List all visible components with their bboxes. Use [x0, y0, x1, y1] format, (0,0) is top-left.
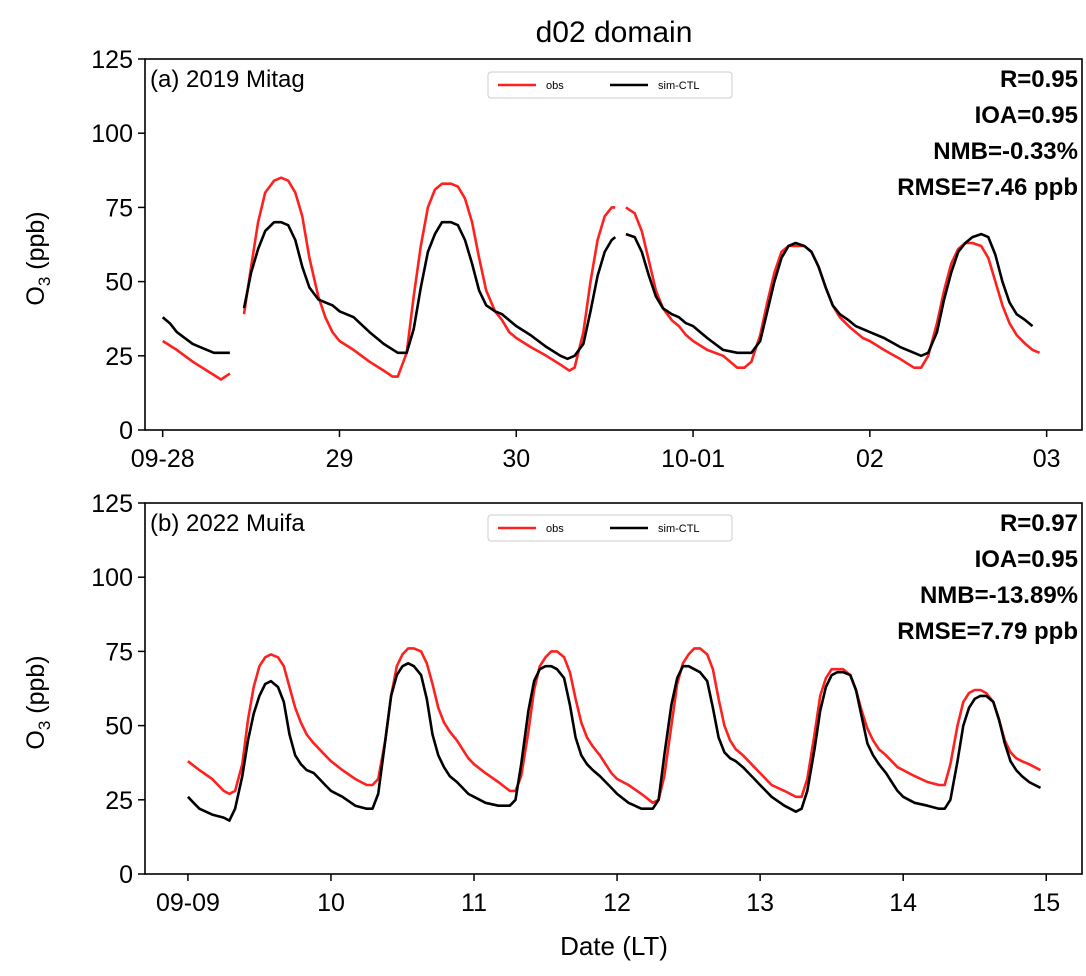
panel-a-xtick-label: 03	[1033, 445, 1061, 473]
panel-a-xtick-label: 09-28	[131, 445, 195, 473]
panel-a-series-sim-ctl-line	[625, 232, 1034, 358]
panel-a-ylabel-rest: (ppb)	[22, 211, 50, 276]
panel-b-ytick-label: 25	[105, 787, 133, 815]
panel-b-xtick-label: 10	[317, 889, 345, 917]
panel-b-xtick-label: 12	[603, 889, 631, 917]
panel-b-series-obs-line	[187, 647, 1042, 805]
panel-a-series-obs-line	[625, 206, 1041, 369]
panel-b-stat: NMB=-13.89%	[920, 582, 1078, 609]
panel-a-stat: RMSE=7.46 ppb	[897, 174, 1078, 201]
panel-a-legend-label-sim-ctl: sim-CTL	[658, 80, 700, 92]
panel-a-xtick-label: 29	[326, 445, 354, 473]
panel-b-stat: RMSE=7.79 ppb	[897, 618, 1078, 645]
panel-a-legend-label-obs: obs	[546, 80, 564, 92]
panel-a-ylabel-sub: 3	[35, 277, 54, 286]
panel-b-legend-label-sim-ctl: sim-CTL	[658, 523, 700, 535]
x-axis-label: Date (LT)	[560, 931, 668, 961]
panel-a-series-obs-line	[162, 339, 231, 381]
panel-a-xtick-label: 10-01	[661, 445, 725, 473]
panel-a-ytick-label: 100	[91, 120, 133, 148]
panel-a-stat: R=0.95	[1000, 66, 1078, 93]
panel-b-xtick-label: 11	[461, 889, 487, 917]
panel-a-series-sim-ctl-line	[242, 220, 617, 361]
panel-a-series-obs-line	[242, 176, 616, 378]
panel-b-stat: R=0.97	[1000, 510, 1078, 537]
panel-b-axes-frame	[144, 502, 1083, 875]
panel-a-ytick-label: 25	[105, 343, 133, 371]
panel-b: 0 25 50 75 100 125 09-09 10 11 12 13 14 15 O3 (ppb) (b…	[22, 490, 1083, 917]
panel-b-ytick-label: 0	[119, 861, 133, 889]
figure-title: d02 domain	[536, 16, 693, 49]
panel-a-ytick-label: 0	[119, 417, 133, 445]
panel-b-ytick-label: 100	[91, 564, 133, 592]
panel-b-stat: IOA=0.95	[975, 546, 1078, 573]
panel-a-stat: IOA=0.95	[975, 102, 1078, 129]
panel-b-ylabel-rest: (ppb)	[22, 655, 50, 720]
panel-b-ytick-label: 75	[105, 638, 133, 666]
panel-b-ylabel-base: O	[22, 730, 50, 749]
panel-b-xtick-label: 14	[889, 889, 917, 917]
panel-b-legend-label-obs: obs	[546, 523, 564, 535]
panel-a-y-axis-label: O3 (ppb)	[22, 211, 54, 305]
panel-b-legend: obs sim-CTL	[487, 514, 733, 542]
panel-b-xtick-label: 09-09	[156, 889, 220, 917]
panel-b-panel-label: (b) 2022 Muifa	[150, 510, 305, 537]
panel-b-ytick-label: 50	[105, 713, 133, 741]
panel-a-ytick-label: 50	[105, 269, 133, 297]
panel-b-ytick-label: 125	[91, 490, 133, 518]
panel-a-xtick-label: 30	[502, 445, 530, 473]
panel-a-ytick-label: 125	[91, 46, 133, 74]
panel-a-ylabel-base: O	[22, 286, 50, 305]
panel-a-panel-label: (a) 2019 Mitag	[150, 66, 305, 93]
panel-b-y-axis-label: O3 (ppb)	[22, 655, 54, 749]
panel-b-ylabel-sub: 3	[35, 721, 54, 730]
panel-b-series-sim-ctl-line	[186, 662, 1042, 822]
panel-b-xtick-label: 13	[746, 889, 774, 917]
panel-a-xtick-label: 02	[856, 445, 884, 473]
panel-a-ytick-label: 75	[105, 194, 133, 222]
panel-a-series-sim-ctl-line	[161, 316, 230, 355]
panel-a-stat: NMB=-0.33%	[933, 138, 1078, 165]
panel-a-legend: obs sim-CTL	[487, 71, 733, 99]
panel-b-xtick-label: 15	[1032, 889, 1060, 917]
panel-a-axes-frame	[144, 58, 1083, 431]
